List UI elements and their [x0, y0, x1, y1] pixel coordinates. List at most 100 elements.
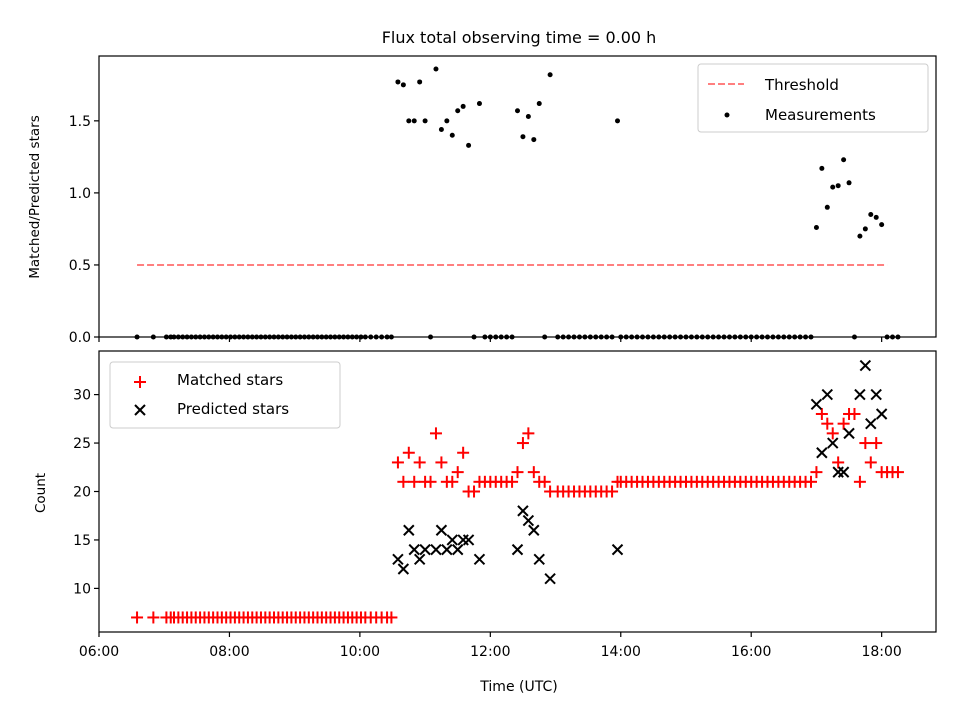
matched-star-point: [606, 485, 619, 498]
measurement-point: [547, 72, 553, 78]
predicted-star-point: [408, 543, 420, 556]
bottom-y-tick-label: 10: [73, 581, 91, 597]
matched-star-point: [468, 485, 481, 498]
predicted-star-point: [816, 447, 828, 459]
bottom-y-axis: 10 15 20 25 30: [73, 388, 99, 597]
measurement-point: [615, 118, 621, 124]
matched-star-point: [853, 475, 866, 488]
measurement-point: [846, 180, 852, 186]
predicted-star-point: [452, 543, 464, 556]
predicted-star-point: [544, 572, 556, 585]
x-tick-label: 12:00: [470, 644, 510, 660]
predicted-star-point: [413, 553, 426, 566]
matched-star-point: [429, 427, 442, 440]
matched-star-point: [408, 475, 421, 488]
measurement-point: [433, 66, 439, 72]
measurement-point: [515, 108, 520, 114]
predicted-star-point: [821, 388, 834, 401]
top-x-axis: [98, 337, 883, 342]
matched-star-point: [147, 611, 160, 624]
matched-star-point: [457, 446, 470, 459]
matched-star-point: [870, 437, 883, 450]
matched-star-point: [848, 407, 861, 420]
predicted-star-point: [462, 534, 475, 546]
measurement-point: [400, 82, 406, 88]
predicted-star-point: [435, 524, 448, 536]
matched-star-point: [402, 446, 415, 459]
predicted-star-point: [837, 466, 850, 478]
legend-matched-swatch: [134, 376, 146, 388]
matched-star-point: [446, 475, 459, 488]
measurement-point: [824, 204, 830, 210]
x-tick-label: 10:00: [340, 644, 380, 660]
matched-star-point: [815, 407, 828, 420]
matched-star-point: [826, 427, 839, 440]
predicted-star-point: [403, 524, 415, 536]
measurement-point: [819, 165, 825, 171]
predicted-star-point: [522, 514, 535, 527]
bottom-y-tick-label: 20: [73, 485, 91, 501]
x-tick-label: 08:00: [209, 644, 249, 660]
predicted-star-point: [859, 359, 872, 372]
predicted-star-point: [511, 543, 524, 556]
bottom-x-axis: 06:00 08:00 10:00 12:00 14:00 16:00 18:00: [79, 632, 902, 660]
matched-star-point: [837, 417, 850, 430]
predicted-star-point: [430, 543, 442, 556]
measurement-point: [536, 101, 542, 107]
matched-star-point: [804, 475, 817, 488]
legend-measurements-swatch: [724, 112, 730, 118]
top-legend-box: [697, 63, 929, 133]
matched-star-point: [821, 417, 834, 430]
predicted-star-point: [875, 408, 888, 420]
matched-star-point: [810, 466, 823, 479]
predicted-star-point: [827, 437, 839, 449]
measurement-point: [395, 79, 401, 85]
measurement-point: [411, 118, 417, 124]
matched-star-point: [891, 466, 904, 479]
measurement-point: [438, 126, 444, 132]
matched-star-point: [385, 611, 398, 624]
top-chart-title: Flux total observing time = 0.00 h: [382, 28, 657, 47]
matched-star-point: [511, 466, 524, 479]
measurement-point: [466, 142, 472, 148]
predicted-star-point: [528, 524, 540, 536]
measurement-point: [520, 134, 526, 140]
legend-threshold-label: Threshold: [764, 76, 839, 94]
matched-star-point: [435, 456, 448, 469]
predicted-star-point: [473, 553, 486, 566]
matched-star-point: [506, 475, 519, 488]
top-y-tick-label: 1.5: [69, 114, 91, 130]
predicted-star-point: [533, 553, 545, 566]
measurement-point: [879, 222, 885, 228]
predicted-star-point: [854, 388, 866, 401]
predicted-star-point: [611, 543, 624, 556]
legend-predicted-label: Predicted stars: [177, 400, 289, 418]
matched-star-point: [131, 611, 144, 624]
matched-star-point: [451, 466, 464, 479]
measurement-point: [460, 103, 466, 109]
matched-star-point: [424, 475, 437, 488]
measurement-point: [422, 118, 428, 124]
top-y-tick-label: 0.5: [69, 258, 91, 274]
legend-predicted-swatch: [134, 404, 146, 416]
measurement-point: [868, 212, 874, 218]
predicted-star-point: [392, 553, 404, 566]
measurement-point: [531, 137, 537, 143]
measurement-point: [813, 224, 819, 230]
measurement-point: [873, 214, 879, 220]
x-tick-label: 14:00: [601, 644, 641, 660]
predicted-star-point: [397, 563, 410, 575]
matched-star-point: [397, 475, 410, 488]
top-y-tick-label: 0.0: [69, 330, 91, 346]
matched-star-point: [413, 456, 426, 469]
matched-star-point: [538, 475, 551, 488]
bottom-legend: Matched stars Predicted stars: [109, 361, 341, 429]
matched-star-point: [522, 427, 535, 440]
matched-star-point: [516, 437, 529, 450]
x-axis-label: Time (UTC): [479, 679, 557, 695]
star-count-panel: 10 15 20 25 30 06:00 08:00 10:00 12:00 14:00 16:0…: [33, 350, 937, 695]
predicted-star-point: [419, 543, 431, 556]
bottom-plot-marks: [131, 359, 904, 624]
x-tick-label: 16:00: [731, 644, 771, 660]
